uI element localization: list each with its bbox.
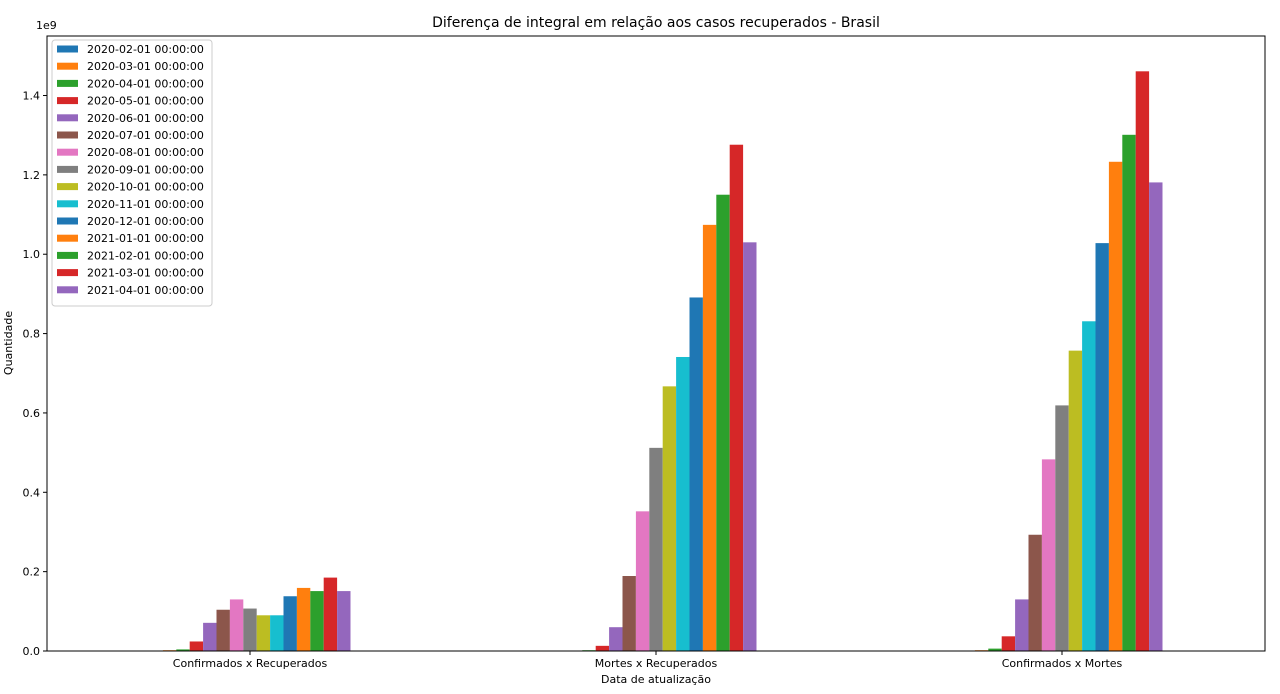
bar <box>1001 636 1016 651</box>
bar <box>622 576 636 651</box>
scale-note: 1e9 <box>36 19 57 32</box>
legend-swatch <box>57 79 78 87</box>
y-tick-label: 1.0 <box>23 248 41 261</box>
bar <box>662 386 677 651</box>
bar <box>310 591 324 651</box>
legend-frame <box>51 39 213 307</box>
legend-label: 2020-06-01 00:00:00 <box>87 112 204 125</box>
x-tick-label: Confirmados x Recuperados <box>173 657 328 670</box>
legend-swatch <box>57 131 78 139</box>
bar <box>1135 71 1150 651</box>
bar <box>176 649 190 651</box>
y-tick-label: 0.8 <box>23 328 41 341</box>
legend-label: 2021-01-01 00:00:00 <box>87 232 204 245</box>
bar <box>337 591 351 651</box>
bar <box>1028 534 1042 651</box>
legend-swatch <box>57 234 78 242</box>
bar <box>1082 321 1096 651</box>
bar <box>988 648 1002 651</box>
legend: 2020-02-01 00:00:00 2020-03-01 00:00:00 20… <box>51 39 213 307</box>
bar <box>229 599 244 651</box>
bar <box>283 596 297 651</box>
legend-swatch <box>57 200 78 208</box>
y-tick-label: 0.0 <box>23 645 41 658</box>
legend-label: 2020-08-01 00:00:00 <box>87 146 204 159</box>
bar <box>702 224 717 652</box>
legend-label: 2021-04-01 00:00:00 <box>87 284 204 297</box>
bar <box>743 242 757 651</box>
x-axis-label: Data de atualização <box>601 673 711 686</box>
bar <box>1149 182 1163 651</box>
bar <box>243 608 257 651</box>
y-tick-label: 0.2 <box>23 566 41 579</box>
legend-label: 2020-10-01 00:00:00 <box>87 181 204 194</box>
legend-swatch <box>57 286 78 294</box>
bar <box>1095 243 1109 651</box>
legend-swatch <box>57 45 78 53</box>
legend-swatch <box>57 217 78 225</box>
legend-swatch <box>57 251 78 259</box>
legend-label: 2020-02-01 00:00:00 <box>87 43 204 56</box>
legend-label: 2020-04-01 00:00:00 <box>87 77 204 90</box>
bars-group <box>162 71 1163 652</box>
chart-title: Diferença de integral em relação aos cas… <box>432 15 880 31</box>
legend-label: 2020-11-01 00:00:00 <box>87 198 204 211</box>
legend-swatch <box>57 165 78 173</box>
bar <box>189 641 204 651</box>
y-tick-label: 1.4 <box>23 90 41 103</box>
legend-swatch <box>57 148 78 156</box>
bar <box>1108 161 1123 651</box>
bar <box>256 615 271 651</box>
bar <box>676 356 690 651</box>
bar <box>689 297 703 651</box>
legend-label: 2020-09-01 00:00:00 <box>87 163 204 176</box>
bar <box>649 447 663 651</box>
bar <box>270 615 284 651</box>
bar <box>1015 599 1029 651</box>
legend-label: 2020-05-01 00:00:00 <box>87 95 204 108</box>
bar <box>296 587 311 651</box>
legend-swatch <box>57 97 78 105</box>
legend-label: 2020-12-01 00:00:00 <box>87 215 204 228</box>
bar <box>716 194 730 651</box>
bar <box>216 609 230 651</box>
legend-swatch <box>57 114 78 122</box>
x-tick-label: Confirmados x Mortes <box>1002 657 1123 670</box>
y-tick-label: 1.2 <box>23 169 41 182</box>
y-tick-label: 0.6 <box>23 407 41 420</box>
bar <box>729 144 744 651</box>
y-axis-label: Quantidade <box>2 311 15 375</box>
bar <box>635 511 650 651</box>
legend-swatch <box>57 183 78 191</box>
bar <box>323 577 338 651</box>
bar <box>1055 405 1069 651</box>
bar <box>1068 350 1083 651</box>
legend-label: 2021-03-01 00:00:00 <box>87 267 204 280</box>
bar <box>203 622 217 651</box>
legend-label: 2021-02-01 00:00:00 <box>87 249 204 262</box>
legend-swatch <box>57 269 78 277</box>
y-axis: 0.0 0.2 0.4 0.6 0.8 1.0 1.2 1.4 <box>23 90 47 658</box>
bar <box>595 645 610 651</box>
x-axis: Confirmados x Recuperados Mortes x Recupe… <box>173 651 1123 670</box>
bar <box>1122 134 1136 652</box>
legend-label: 2020-07-01 00:00:00 <box>87 129 204 142</box>
legend-swatch <box>57 62 78 70</box>
bar <box>1041 459 1056 651</box>
legend-label: 2020-03-01 00:00:00 <box>87 60 204 73</box>
y-tick-label: 0.4 <box>23 486 41 499</box>
bar <box>609 627 623 651</box>
x-tick-label: Mortes x Recuperados <box>595 657 718 670</box>
